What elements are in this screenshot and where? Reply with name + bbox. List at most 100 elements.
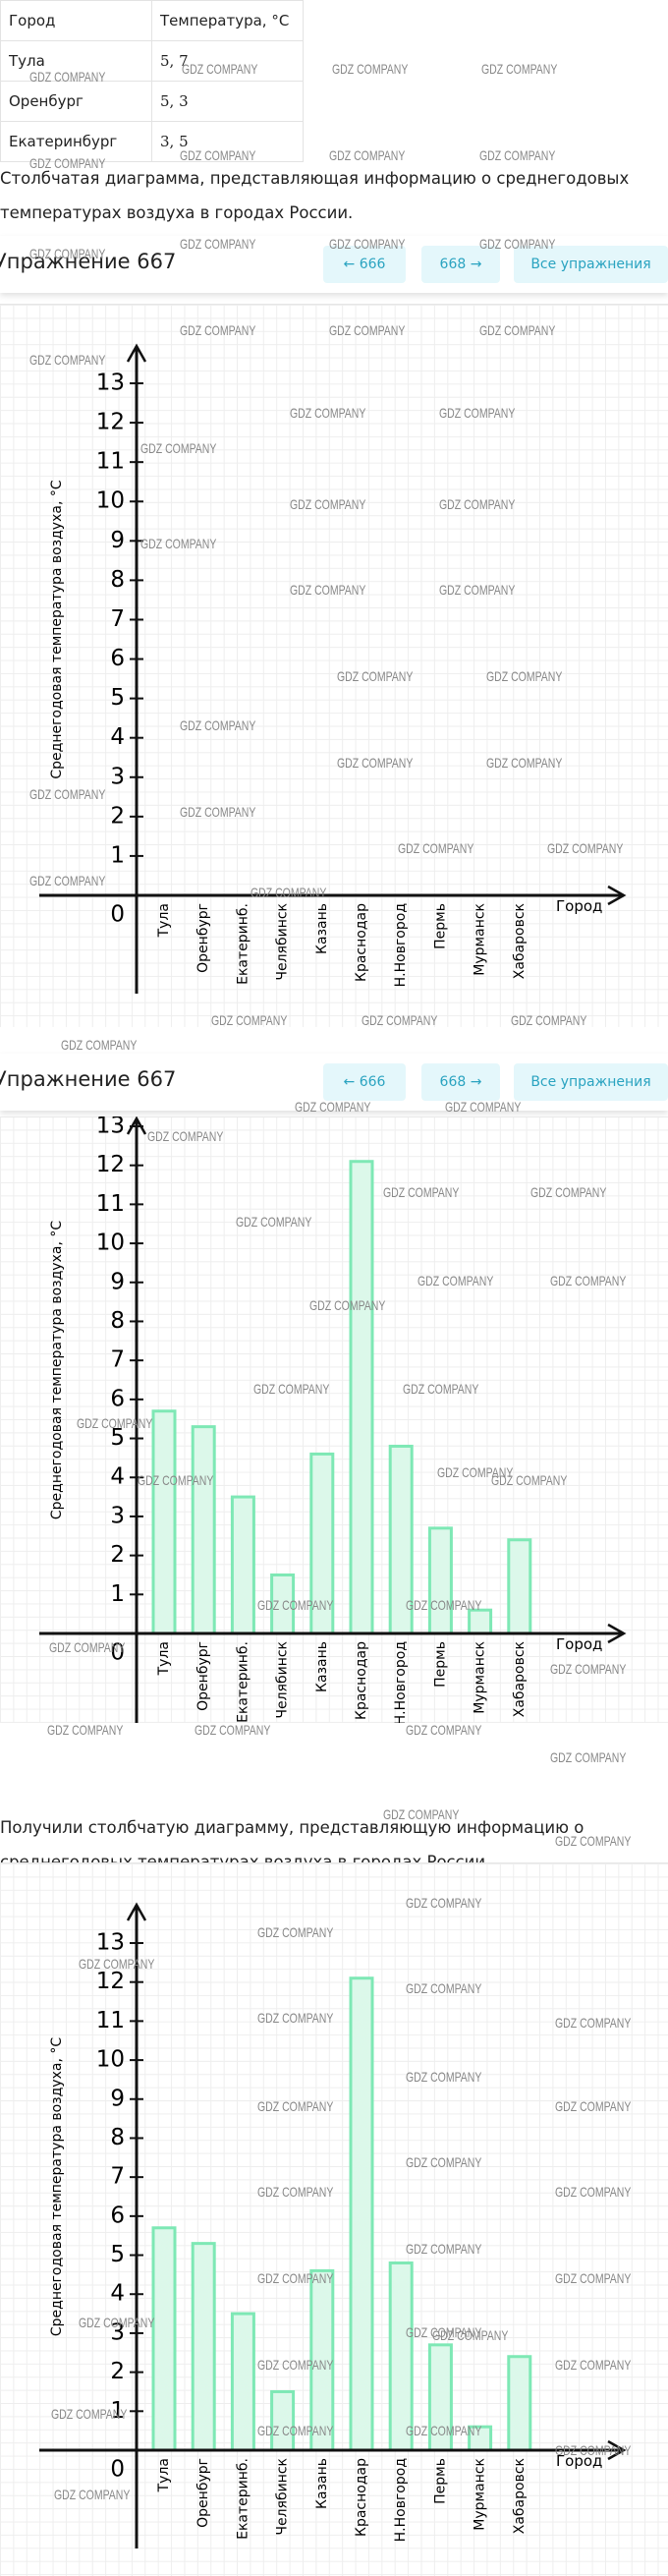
y-tick-label: 11 xyxy=(96,2008,125,2033)
watermark: GDZ COMPANY xyxy=(49,1639,126,1655)
watermark: GDZ COMPANY xyxy=(138,1472,214,1488)
nav-bar: Упражнение 667 ← 666 668 → Все упражнени… xyxy=(0,1054,668,1111)
watermark: GDZ COMPANY xyxy=(329,147,406,163)
watermark: GDZ COMPANY xyxy=(406,2154,482,2170)
watermark: GDZ COMPANY xyxy=(51,2406,128,2422)
y-tick-label: 8 xyxy=(110,1308,125,1334)
watermark: GDZ COMPANY xyxy=(481,61,558,77)
x-tick-label: Казань xyxy=(314,2458,330,2509)
watermark: GDZ COMPANY xyxy=(29,69,106,85)
watermark: GDZ COMPANY xyxy=(550,1749,627,1765)
watermark: GDZ COMPANY xyxy=(61,1037,138,1053)
watermark: GDZ COMPANY xyxy=(547,840,624,856)
watermark: GDZ COMPANY xyxy=(195,1722,271,1738)
bar xyxy=(507,2355,532,2452)
x-tick-label: Челябинск xyxy=(275,1641,291,1719)
table-cell: 5, 7 xyxy=(151,40,304,82)
paragraph: Столбчатая диаграмма, представляющая инф… xyxy=(0,169,630,222)
y-arrow xyxy=(126,1902,147,1921)
y-axis-label: Среднегодовая температура воздуха, °С xyxy=(49,1221,65,1519)
y-tick-label: 9 xyxy=(110,528,125,553)
y-tick-label: 2 xyxy=(110,1542,125,1568)
y-axis-label: Среднегодовая температура воздуха, °С xyxy=(49,2037,65,2336)
y-tick-label: 2 xyxy=(110,2359,125,2384)
prev-button[interactable]: ← 666 xyxy=(323,1063,406,1101)
y-tick-label: 6 xyxy=(110,1386,125,1411)
x-tick-label: Хабаровск xyxy=(512,2458,528,2534)
watermark: GDZ COMPANY xyxy=(479,322,556,338)
x-tick-label: Мурманск xyxy=(473,2458,488,2531)
y-tick-label: 8 xyxy=(110,567,125,593)
y-tick-label: 7 xyxy=(110,606,125,632)
next-button[interactable]: 668 → xyxy=(421,1063,500,1101)
x-tick-label: Тула xyxy=(156,2458,172,2492)
y-tick-label: 7 xyxy=(110,1347,125,1373)
watermark: GDZ COMPANY xyxy=(29,352,106,368)
x-tick-label: Н.Новгород xyxy=(393,903,409,987)
y-tick-label: 12 xyxy=(96,1152,125,1177)
watermark: GDZ COMPANY xyxy=(257,2184,334,2200)
watermark: GDZ COMPANY xyxy=(383,1806,460,1822)
x-tick-label: Челябинск xyxy=(275,2458,291,2536)
x-tick-label: Челябинск xyxy=(275,903,291,981)
watermark: GDZ COMPANY xyxy=(309,1297,386,1313)
next-button[interactable]: 668 → xyxy=(421,246,500,283)
bar xyxy=(191,2242,216,2452)
x-tick-label: Тула xyxy=(156,1641,172,1676)
prev-button[interactable]: ← 666 xyxy=(323,246,406,283)
all-button[interactable]: Все упражнения xyxy=(514,1063,668,1101)
y-tick-label: 3 xyxy=(110,764,125,789)
x-tick-label: Казань xyxy=(314,903,330,954)
watermark: GDZ COMPANY xyxy=(140,536,217,551)
y-tick-label: 5 xyxy=(110,1425,125,1451)
watermark: GDZ COMPANY xyxy=(406,2324,482,2340)
y-tick-label: 5 xyxy=(110,2242,125,2267)
watermark: GDZ COMPANY xyxy=(79,2315,155,2330)
watermark: GDZ COMPANY xyxy=(29,786,106,802)
x-tick-label: Оренбург xyxy=(195,1641,211,1711)
bar xyxy=(230,1495,255,1635)
y-tick-label: 0 xyxy=(110,1640,125,1666)
y-tick-label: 2 xyxy=(110,803,125,829)
y-tick-label: 3 xyxy=(110,1503,125,1528)
y-tick-label: 10 xyxy=(96,1231,125,1256)
x-tick-label: Н.Новгород xyxy=(393,2458,409,2542)
y-tick-label: 4 xyxy=(110,2281,125,2307)
nav-title: Упражнение 667 xyxy=(0,1067,177,1091)
y-tick-label: 4 xyxy=(110,1464,125,1490)
watermark: GDZ COMPANY xyxy=(79,1956,155,1972)
chart: Тула Оренбург Екатеринб. Челябинск Казань Кра… xyxy=(0,1116,668,1723)
watermark: GDZ COMPANY xyxy=(479,147,556,163)
bar xyxy=(507,1538,532,1635)
watermark: GDZ COMPANY xyxy=(439,582,516,598)
x-tick-label: Мурманск xyxy=(473,1641,488,1714)
watermark: GDZ COMPANY xyxy=(180,804,256,820)
watermark: GDZ COMPANY xyxy=(406,1980,482,1996)
watermark: GDZ COMPANY xyxy=(555,2357,632,2373)
y-tick-label: 12 xyxy=(96,1969,125,1994)
watermark: GDZ COMPANY xyxy=(257,1924,334,1940)
watermark: GDZ COMPANY xyxy=(257,2098,334,2114)
y-tick-label: 7 xyxy=(110,2164,125,2190)
watermark: GDZ COMPANY xyxy=(550,1661,627,1677)
y-tick-label: 10 xyxy=(96,488,125,514)
watermark: GDZ COMPANY xyxy=(180,236,256,252)
watermark: GDZ COMPANY xyxy=(445,1099,522,1115)
watermark: GDZ COMPANY xyxy=(147,1128,224,1144)
watermark: GDZ COMPANY xyxy=(555,1833,632,1849)
all-button[interactable]: Все упражнения xyxy=(514,246,668,283)
y-tick-label: 1 xyxy=(110,2398,125,2424)
x-axis-label: Город xyxy=(556,1635,602,1653)
watermark: GDZ COMPANY xyxy=(362,1012,438,1028)
watermark: GDZ COMPANY xyxy=(236,1214,312,1230)
watermark: GDZ COMPANY xyxy=(257,1597,334,1613)
x-tick-label: Н.Новгород xyxy=(393,1641,409,1723)
watermark: GDZ COMPANY xyxy=(295,1099,371,1115)
watermark: GDZ COMPANY xyxy=(257,2270,334,2286)
y-tick-label: 8 xyxy=(110,2125,125,2150)
chart: Тула Оренбург Екатеринб. Челябинск Казань Кра… xyxy=(0,304,668,1027)
watermark: GDZ COMPANY xyxy=(432,2327,509,2343)
x-axis-label: Город xyxy=(556,897,602,915)
x-tick-label: Пермь xyxy=(432,903,448,949)
y-tick-label: 12 xyxy=(96,410,125,435)
